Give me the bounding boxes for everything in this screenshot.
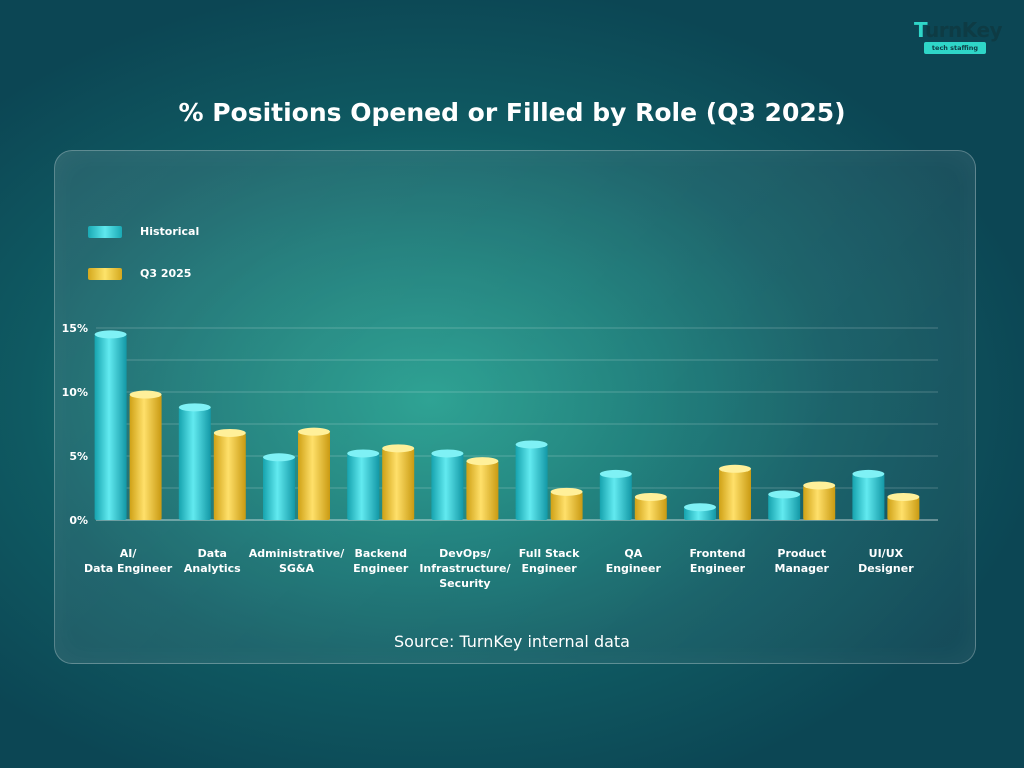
x-tick-label: Data Engineer [84,562,173,575]
bar-historical [768,490,801,520]
bar-cap [263,453,295,462]
bar-body [719,468,751,520]
logo-main-text: urnKey [924,18,1003,42]
bar-body [347,453,380,520]
bar-body [599,473,632,520]
bar-historical [599,469,632,520]
x-tick-label: Full Stack [519,547,580,560]
bar-cap [466,457,499,466]
bar-cap [768,490,801,499]
bar-body [94,334,127,520]
bar-cap [887,492,920,501]
logo-tagline: tech staffing [924,42,986,54]
x-tick-label: UI/UX [869,547,904,560]
x-tick-label: Backend [354,547,407,560]
bar-historical [347,449,380,520]
bar-historical [431,449,464,520]
x-tick-label: Engineer [606,562,662,575]
y-tick-label: 0% [69,514,88,527]
x-tick-label: Security [439,577,490,590]
x-tick-label: Engineer [690,562,746,575]
bar-body [382,448,415,520]
bar-q3-2025 [129,390,162,520]
bar-body [431,453,464,520]
bar-cap [550,487,583,496]
logo-wordmark: TurnKey [914,18,1003,42]
bar-cap [431,449,464,458]
bar-cap [347,449,380,458]
x-tick-label: Engineer [353,562,409,575]
legend-label-historical: Historical [140,225,200,238]
legend-label-q3-2025: Q3 2025 [140,267,192,280]
bar-q3-2025 [213,428,246,520]
bar-body [515,444,548,520]
x-tick-label: Product [777,547,826,560]
legend-swatch-q3-2025 [88,268,122,280]
x-tick-label: AI/ [120,547,138,560]
bar-body [129,394,162,520]
bar-cap [213,428,246,437]
y-tick-label: 10% [62,386,88,399]
bar-cap [634,492,667,501]
bar-historical [852,469,885,520]
bar-body [768,494,801,520]
x-tick-label: Administrative/ [249,547,346,560]
x-tick-label: Frontend [689,547,745,560]
bar-body [178,407,211,520]
bar-historical [94,330,127,520]
x-tick-label: SG&A [279,562,315,575]
bar-body [550,491,583,520]
bar-body [213,432,246,520]
bar-cap [382,444,415,453]
bar-q3-2025 [382,444,415,520]
bar-cap [803,481,836,490]
source-note: Source: TurnKey internal data [394,632,630,651]
bar-cap [599,469,632,478]
bar-q3-2025 [466,457,499,520]
bar-body [803,485,836,520]
bar-body [298,431,330,520]
bar-body [634,496,667,520]
x-tick-label: Infrastructure/ [419,562,511,575]
x-tick-label: Manager [775,562,830,575]
bar-cap [298,427,330,436]
bar-cap [129,390,162,399]
bar-q3-2025 [298,427,330,520]
logo-accent-letter: T [914,18,925,42]
bar-cap [94,330,127,339]
x-tick-label: Data [198,547,227,560]
bar-body [466,461,499,520]
legend-swatch-historical [88,226,122,238]
bar-historical [178,403,211,520]
turnkey-logo: TurnKey tech staffing [914,18,1004,58]
bar-historical [684,503,716,520]
bar-q3-2025 [719,464,751,520]
y-tick-label: 5% [69,450,88,463]
bar-q3-2025 [634,492,667,520]
bar-cap [719,464,751,473]
bar-historical [515,440,548,520]
x-tick-label: DevOps/ [439,547,492,560]
bar-cap [684,503,716,512]
bar-q3-2025 [887,492,920,520]
x-tick-label: QA [624,547,642,560]
chart-title: % Positions Opened or Filled by Role (Q3… [178,98,846,127]
bar-body [263,457,295,520]
bar-historical [263,453,295,520]
bar-cap [515,440,548,449]
x-tick-label: Designer [858,562,914,575]
bar-body [887,496,920,520]
bar-cap [178,403,211,412]
y-tick-label: 15% [62,322,88,335]
bar-body [852,473,885,520]
bar-cap [852,469,885,478]
bar-q3-2025 [550,487,583,520]
x-tick-label: Analytics [184,562,241,575]
x-tick-label: Engineer [522,562,578,575]
bar-q3-2025 [803,481,836,520]
